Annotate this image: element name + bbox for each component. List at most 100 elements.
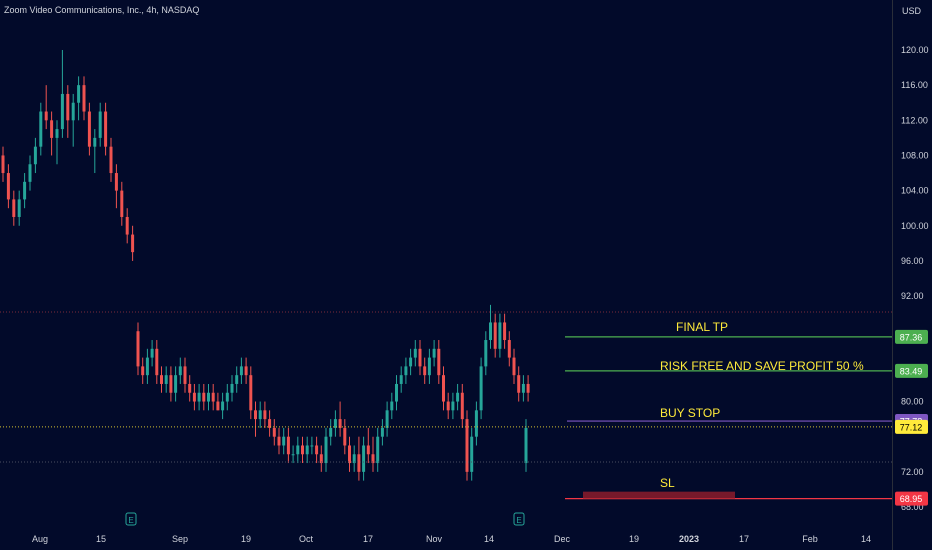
candle [371, 436, 375, 472]
candle [395, 375, 398, 411]
candle-body [263, 410, 267, 420]
y-tick-label: 120.00 [901, 45, 929, 55]
candle-body [493, 322, 497, 349]
price-tag-bg [895, 491, 928, 506]
candle-body [489, 322, 492, 341]
candle [141, 357, 145, 384]
candle [460, 383, 464, 428]
candle [66, 85, 70, 138]
x-tick-label: Sep [172, 534, 188, 544]
candle [329, 419, 333, 446]
candle [55, 120, 59, 165]
candle-body [44, 111, 48, 121]
candle-body [524, 427, 528, 464]
candle-body [366, 445, 370, 455]
candle [164, 366, 168, 393]
candle [348, 436, 351, 472]
x-tick-label: 19 [629, 534, 639, 544]
earnings-marker-frame [125, 512, 137, 526]
candle-body [93, 137, 97, 147]
price-tag-label: 87.36 [900, 332, 923, 342]
candle-body [507, 340, 511, 358]
candle [282, 427, 286, 455]
candle [338, 401, 342, 437]
candle-body [470, 436, 474, 472]
x-tick-label: Dec [554, 534, 571, 544]
candle-body [268, 419, 272, 428]
candle-body [362, 445, 366, 472]
candle-body [82, 85, 86, 112]
candle-body [517, 375, 521, 393]
candle [150, 340, 154, 367]
candle [526, 375, 530, 402]
candle [82, 76, 86, 121]
candle-body [183, 366, 187, 384]
price-tag-bg [895, 329, 928, 344]
x-tick-label: 17 [739, 534, 749, 544]
candle-body [120, 190, 124, 217]
candle-body [432, 348, 436, 358]
candle [291, 445, 295, 464]
candle [404, 357, 408, 384]
candle-body [50, 120, 54, 138]
candle-body [23, 181, 27, 200]
candle [418, 340, 422, 376]
level-annotation: BUY STOP [660, 406, 720, 420]
candle-body [12, 199, 16, 217]
earnings-marker-glyph: E [516, 516, 521, 525]
candle-body [418, 348, 422, 367]
candle [239, 357, 243, 384]
price-tag-label: 68.95 [900, 494, 923, 504]
candle-body [409, 357, 413, 367]
candle-body [512, 357, 516, 376]
candle-body [230, 383, 234, 393]
y-tick-label: 96.00 [901, 256, 924, 266]
candle-body [60, 93, 64, 130]
candle-body [277, 436, 281, 446]
y-tick-label: 104.00 [901, 186, 929, 196]
candle [319, 445, 323, 472]
candle [93, 129, 97, 174]
candle [521, 375, 525, 402]
candle-body [254, 410, 257, 420]
candle-body [385, 410, 389, 428]
candle-body [474, 410, 478, 437]
sl-zone-box [583, 491, 735, 499]
level-annotation: FINAL TP [676, 320, 728, 334]
candle-body [244, 366, 248, 376]
candle-body [169, 375, 173, 393]
candle [456, 383, 460, 411]
candle-body [87, 111, 91, 147]
candle [470, 427, 474, 481]
candle [33, 137, 37, 174]
earnings-marker-glyph: E [128, 516, 133, 525]
candle [263, 401, 267, 428]
candle [39, 102, 43, 156]
candle [71, 93, 75, 147]
candle [507, 331, 511, 367]
candle-body [456, 392, 460, 402]
candle [87, 102, 91, 156]
candle-body [395, 383, 398, 402]
candle [423, 357, 427, 384]
candle [324, 427, 328, 472]
candle [225, 383, 229, 411]
candle-body [1, 155, 5, 174]
candle [277, 427, 281, 455]
candle [145, 348, 149, 384]
candle-body [399, 375, 403, 384]
candle-body [427, 357, 431, 376]
x-tick-label: 19 [241, 534, 251, 544]
candle-body [446, 401, 450, 411]
candle-body [315, 445, 319, 455]
candle-body [291, 454, 295, 456]
candle [357, 436, 361, 481]
candle [376, 427, 380, 472]
price-tag-label: 83.49 [900, 366, 923, 376]
candle [301, 436, 304, 464]
candle [120, 181, 124, 226]
candle [23, 173, 27, 209]
candle [272, 419, 276, 446]
candle [451, 392, 455, 420]
